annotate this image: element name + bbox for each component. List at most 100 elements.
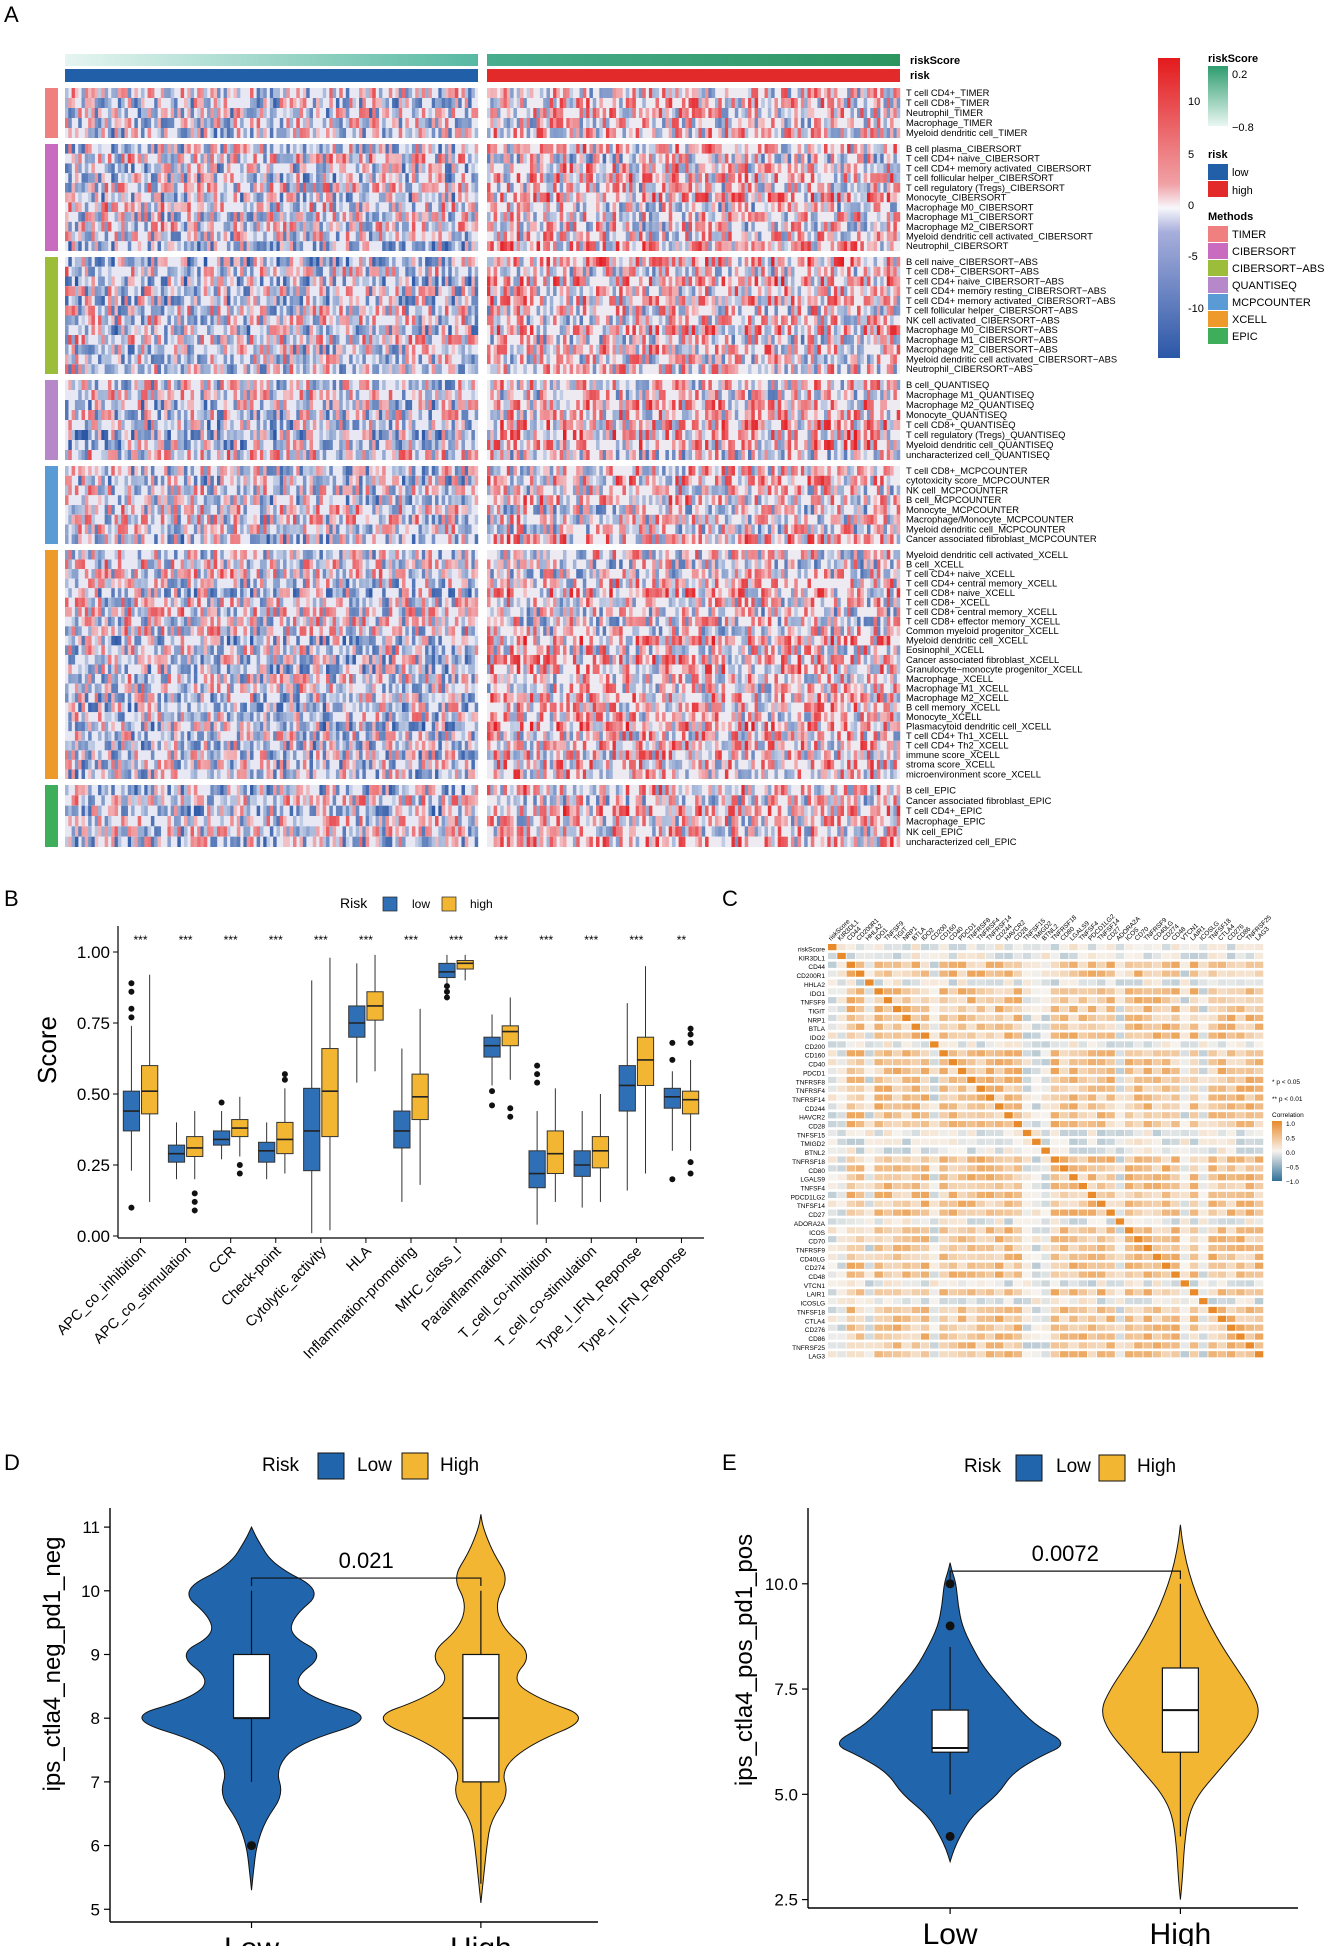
heatmap-cell xyxy=(767,257,772,267)
heatmap-cell xyxy=(496,98,501,108)
heatmap-cell xyxy=(84,286,89,296)
heatmap-cell xyxy=(183,286,188,296)
heatmap-cell xyxy=(250,354,254,365)
heatmap-cell xyxy=(220,276,224,287)
heatmap-cell xyxy=(757,144,762,154)
heatmap-cell xyxy=(200,241,204,251)
heatmap-cell xyxy=(562,335,567,345)
heatmap-cell xyxy=(180,380,185,390)
heatmap-cell xyxy=(385,144,389,154)
heatmap-cell xyxy=(883,163,887,174)
heatmap-cell xyxy=(428,241,432,251)
heatmap-cell xyxy=(648,163,653,174)
heatmap-cell xyxy=(236,335,241,345)
heatmap-cell xyxy=(134,221,138,232)
heatmap-cell xyxy=(632,354,636,365)
heatmap-cell xyxy=(625,354,630,365)
heatmap-cell xyxy=(562,325,567,335)
heatmap-cell xyxy=(520,305,524,316)
heatmap-cell xyxy=(784,231,788,242)
heatmap-cell xyxy=(349,118,353,128)
heatmap-cell xyxy=(421,286,426,296)
heatmap-cell xyxy=(536,118,541,128)
heatmap-cell xyxy=(332,266,337,277)
heatmap-cell xyxy=(240,276,244,287)
heatmap-cell xyxy=(549,212,554,222)
heatmap-cell xyxy=(78,118,82,128)
heatmap-cell xyxy=(533,286,537,296)
heatmap-cell xyxy=(863,202,868,213)
heatmap-cell xyxy=(711,335,716,345)
heatmap-cell xyxy=(276,325,280,335)
heatmap-cell xyxy=(853,192,858,203)
heatmap-cell xyxy=(471,212,475,222)
heatmap-cell xyxy=(714,241,719,251)
heatmap-cell xyxy=(500,241,504,251)
heatmap-cell xyxy=(638,221,643,232)
heatmap-cell xyxy=(562,257,567,267)
heatmap-cell xyxy=(167,305,171,316)
heatmap-cell xyxy=(312,335,317,345)
heatmap-cell xyxy=(246,212,251,222)
heatmap-cell xyxy=(632,212,636,222)
heatmap-cell xyxy=(296,286,300,296)
heatmap-cell xyxy=(678,325,683,335)
heatmap-cell xyxy=(359,221,363,232)
heatmap-cell xyxy=(240,257,244,267)
heatmap-cell xyxy=(468,305,472,316)
heatmap-cell xyxy=(210,202,214,213)
heatmap-cell xyxy=(322,118,327,128)
heatmap-cell xyxy=(147,335,152,345)
heatmap-cell xyxy=(157,315,162,326)
heatmap-cell xyxy=(302,354,307,365)
heatmap-cell xyxy=(629,128,633,138)
heatmap-cell xyxy=(78,276,82,287)
heatmap-cell xyxy=(648,192,653,203)
heatmap-cell xyxy=(741,286,745,296)
heatmap-cell xyxy=(425,118,429,128)
heatmap-cell xyxy=(174,212,178,222)
heatmap-cell xyxy=(395,221,399,232)
heatmap-cell xyxy=(487,257,491,267)
heatmap-cell xyxy=(326,257,330,267)
heatmap-cell xyxy=(140,315,145,326)
heatmap-cell xyxy=(870,192,874,203)
heatmap-cell xyxy=(444,241,449,251)
heatmap-cell xyxy=(210,325,214,335)
heatmap-cell xyxy=(741,315,745,326)
heatmap-cell xyxy=(263,128,267,138)
heatmap-cell xyxy=(866,144,871,154)
heatmap-cell xyxy=(840,257,845,267)
heatmap-cell xyxy=(137,144,142,154)
heatmap-cell xyxy=(299,257,304,267)
heatmap-cell xyxy=(840,231,845,242)
heatmap-cell xyxy=(579,335,584,345)
heatmap-cell xyxy=(701,221,706,232)
heatmap-cell xyxy=(157,344,162,355)
heatmap-cell xyxy=(428,182,432,193)
heatmap-cell xyxy=(398,108,403,118)
heatmap-cell xyxy=(415,144,419,154)
heatmap-cell xyxy=(302,325,307,335)
heatmap-cell xyxy=(226,380,231,390)
heatmap-cell xyxy=(605,335,610,345)
heatmap-cell xyxy=(675,153,679,164)
heatmap-cell xyxy=(589,221,593,232)
heatmap-cell xyxy=(441,335,446,345)
heatmap-cell xyxy=(516,266,521,277)
heatmap-cell xyxy=(312,305,317,316)
heatmap-cell xyxy=(296,296,300,306)
heatmap-cell xyxy=(615,364,620,374)
heatmap-cell xyxy=(632,241,636,251)
heatmap-cell xyxy=(833,231,838,242)
heatmap-cell xyxy=(263,364,267,374)
heatmap-cell xyxy=(193,212,198,222)
heatmap-cell xyxy=(157,98,162,108)
heatmap-cell xyxy=(286,173,290,183)
heatmap-cell xyxy=(843,173,848,183)
heatmap-cell xyxy=(365,144,370,154)
heatmap-cell xyxy=(688,221,693,232)
heatmap-cell xyxy=(705,325,709,335)
heatmap-cell xyxy=(312,296,317,306)
heatmap-cell xyxy=(256,88,261,98)
